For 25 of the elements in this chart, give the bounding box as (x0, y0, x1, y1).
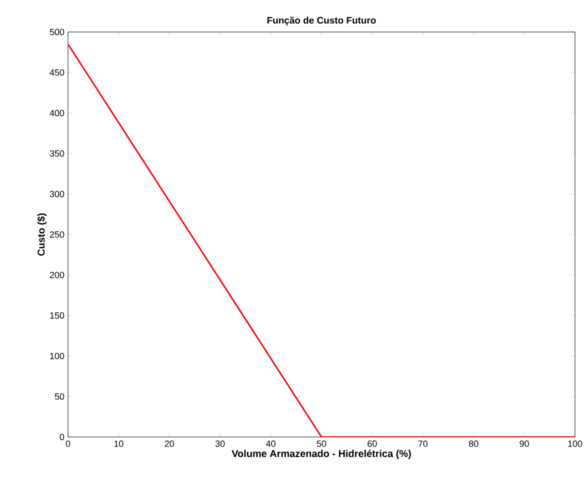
x-tick-label: 20 (164, 440, 174, 447)
x-tick-label: 30 (215, 440, 225, 447)
x-tick-label: 90 (520, 440, 529, 447)
y-axis-title: Custo ($) (37, 213, 47, 256)
x-tick-label: 60 (368, 440, 377, 447)
y-tick-label: 0 (60, 434, 64, 440)
y-tick-label: 400 (50, 110, 64, 116)
x-tick-label: 50 (316, 440, 326, 447)
x-tick-label: 10 (114, 440, 124, 447)
y-tick-label: 150 (50, 312, 64, 319)
y-tick-label: 250 (50, 231, 64, 238)
y-tick-label: 500 (50, 28, 64, 36)
chart-title: Função de Custo Futuro (267, 16, 376, 26)
y-tick-label: 300 (50, 190, 64, 198)
x-tick-label: 0 (66, 440, 70, 447)
x-axis-title: Volume Armazenado - Hidrelétrica (%) (232, 450, 411, 460)
y-tick-label: 100 (50, 352, 64, 360)
x-tick-label: 40 (266, 440, 276, 447)
y-tick-label: 350 (50, 150, 64, 157)
y-tick-label: 450 (50, 69, 64, 76)
x-tick-label: 100 (568, 440, 582, 447)
y-tick-label: 200 (50, 272, 64, 278)
y-tick-label: 50 (54, 393, 64, 400)
x-tick-label: 80 (469, 440, 478, 447)
x-tick-label: 70 (418, 440, 428, 447)
